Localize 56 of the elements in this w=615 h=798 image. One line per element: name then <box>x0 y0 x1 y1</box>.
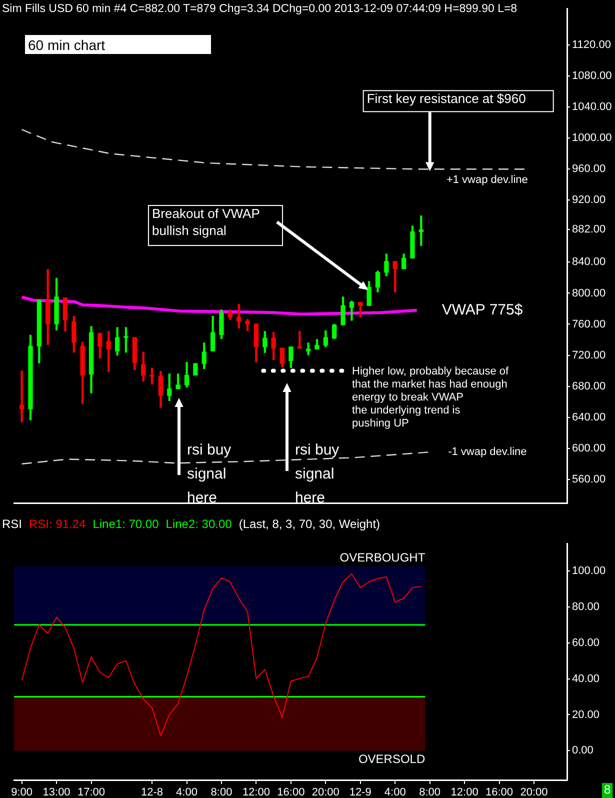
x-tick-label: 20:00 <box>520 786 548 798</box>
ref-line-label: Line2: 30.00 <box>166 517 232 531</box>
x-tick-label: 9:00 <box>11 786 33 798</box>
y-tick-label: 1080.00 <box>572 70 612 82</box>
x-tick-label: 12:00 <box>450 786 478 798</box>
annotation: rsi buy signal here <box>187 442 232 507</box>
y-tick-label: 720.00 <box>572 349 606 362</box>
y-tick-label: 40.00 <box>572 672 600 685</box>
x-tick-label: 16:00 <box>277 786 305 798</box>
y-tick-label: 1040.00 <box>572 101 612 114</box>
y-tick-label: 60.00 <box>572 636 600 649</box>
x-tick-label: 8:00 <box>419 786 441 798</box>
candlestick <box>19 370 24 422</box>
y-tick-label: 760.00 <box>572 318 606 330</box>
x-tick-label: 20:00 <box>312 786 340 798</box>
y-tick-label: 680.00 <box>572 380 606 392</box>
x-tick-label: 13:00 <box>42 786 70 798</box>
y-tick-label: 100.00 <box>572 564 606 577</box>
y-tick-label: 882.00 <box>572 224 606 236</box>
x-tick-label: 4:00 <box>176 786 198 798</box>
text: 60 min chart <box>28 37 106 53</box>
y-tick-label: 640.00 <box>572 411 606 424</box>
x-tick-label: 12-9 <box>349 786 372 798</box>
y-tick-label: 800.00 <box>572 287 606 300</box>
y-tick-label: 840.00 <box>572 256 606 268</box>
x-tick-label: 12-8 <box>141 786 164 798</box>
annotation: First key resistance at $960 <box>366 91 526 106</box>
text: 8 <box>604 782 611 796</box>
chart-subtitle: (Last, 8, 3, 70, 30, Weight) <box>238 517 380 531</box>
text: RSI: 91.24 <box>29 517 86 531</box>
x-tick-label: 12:00 <box>242 786 270 798</box>
y-tick-label: 1120.00 <box>572 39 611 52</box>
y-tick-label: 560.00 <box>572 473 606 486</box>
series-label: VWAP 775$ <box>442 301 524 318</box>
x-tick-label: 16:00 <box>486 786 514 798</box>
y-tick-label: 0.00 <box>572 744 594 757</box>
series-label: +1 vwap dev.line <box>446 174 528 186</box>
band-label: OVERSOLD <box>358 752 426 766</box>
annotation: Higher low, probably because of that the market has had enough energy to break VWAP the underlying trend is pushing UP <box>352 366 510 430</box>
y-tick-label: 80.00 <box>572 600 600 613</box>
annotation: Breakout of VWAP bullish signal <box>152 206 260 238</box>
chart-subtitle: Sim Fills USD 60 min #4 C=882.00 T=879 Chg=3.34 DChg=0.00 2013-12-09 07:44:09 H=899.90 L=8 <box>2 3 518 15</box>
y-tick-label: 1000.00 <box>572 132 612 144</box>
x-tick-label: 4:00 <box>384 786 406 798</box>
y-tick-label: 600.00 <box>572 442 606 454</box>
chart-title: RSI <box>2 517 22 531</box>
band-label: OVERBOUGHT <box>340 550 426 565</box>
y-tick-label: 920.00 <box>572 194 606 206</box>
ref-line-label: Line1: 70.00 <box>92 517 159 531</box>
x-tick-label: 17:00 <box>78 786 106 798</box>
y-tick-label: 20.00 <box>572 708 600 721</box>
series-label: -1 vwap dev.line <box>448 446 527 458</box>
x-tick-label: 8:00 <box>210 786 232 798</box>
line-series <box>21 128 526 170</box>
annotation: rsi buy signal here <box>295 442 340 507</box>
y-tick-label: 960.00 <box>572 163 606 176</box>
